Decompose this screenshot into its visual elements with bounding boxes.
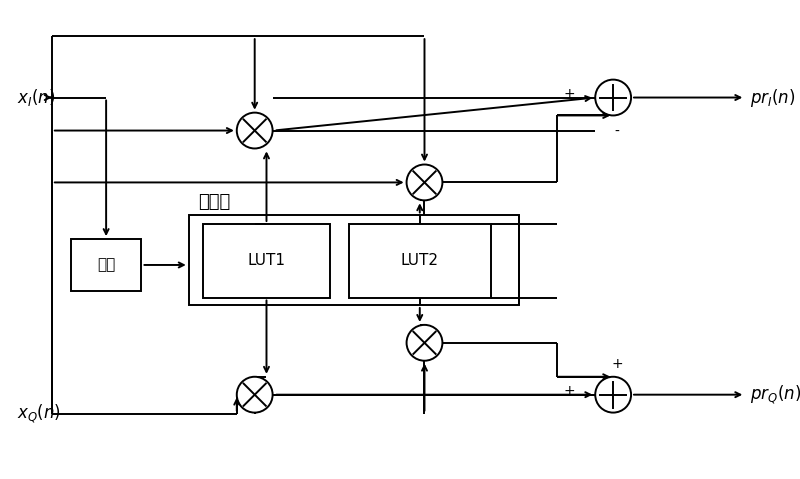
Text: +: + bbox=[611, 356, 622, 371]
Text: -: - bbox=[614, 125, 619, 138]
Text: $pr_I(n)$: $pr_I(n)$ bbox=[750, 87, 795, 109]
Text: +: + bbox=[563, 384, 574, 398]
Circle shape bbox=[406, 325, 442, 361]
Bar bbox=[349, 224, 490, 297]
Text: 查找表: 查找表 bbox=[198, 193, 230, 211]
Circle shape bbox=[406, 164, 442, 200]
Circle shape bbox=[237, 113, 273, 148]
Bar bbox=[189, 216, 519, 305]
Text: LUT1: LUT1 bbox=[247, 253, 286, 268]
Bar bbox=[70, 239, 142, 291]
Circle shape bbox=[595, 80, 631, 115]
Text: LUT2: LUT2 bbox=[401, 253, 438, 268]
Circle shape bbox=[237, 377, 273, 412]
Circle shape bbox=[595, 377, 631, 412]
Text: $pr_Q(n)$: $pr_Q(n)$ bbox=[750, 383, 800, 406]
Text: $x_Q(n)$: $x_Q(n)$ bbox=[17, 402, 61, 425]
Text: 幅度: 幅度 bbox=[97, 258, 115, 273]
Bar bbox=[203, 224, 330, 297]
Text: $x_I(n)$: $x_I(n)$ bbox=[17, 87, 55, 108]
Text: +: + bbox=[563, 87, 574, 101]
